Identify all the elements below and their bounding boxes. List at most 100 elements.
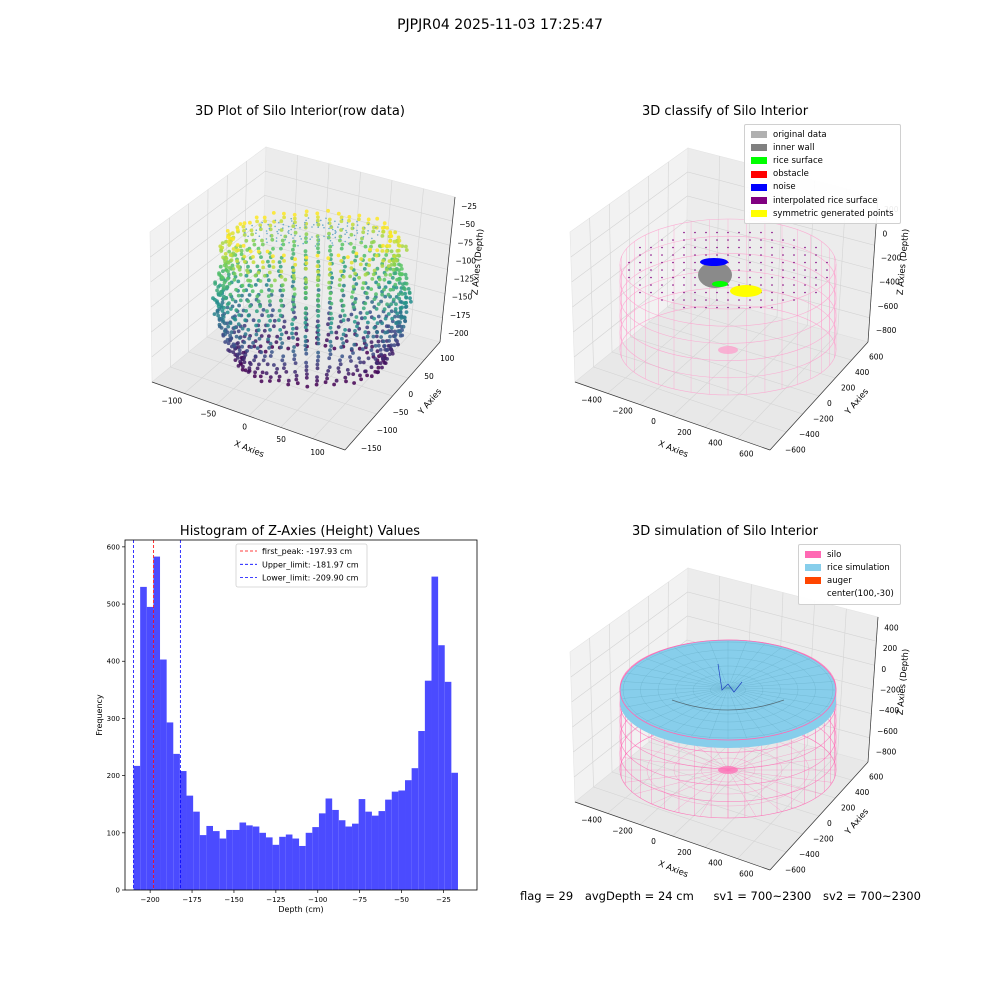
classify-z-tick: −400	[879, 278, 900, 287]
histogram-x-tick: −125	[266, 896, 285, 904]
histogram-bar	[153, 556, 161, 890]
figure-title: PJPJR04 2025-11-03 17:25:47	[397, 17, 603, 33]
histogram-bar	[146, 606, 154, 890]
histogram-y-tick: 600	[107, 543, 120, 551]
histogram-bar	[292, 838, 300, 890]
raw-z-tick: −75	[457, 238, 473, 247]
sim-y-tick: 0	[827, 819, 832, 828]
histogram-x-tick: −100	[308, 896, 327, 904]
histogram-y-tick: 100	[107, 829, 120, 837]
histogram-bar	[345, 826, 353, 890]
sim-auger-trace	[717, 663, 743, 693]
legend-entry: center(100,-30)	[805, 588, 894, 601]
legend-entry: inner wall	[751, 141, 894, 154]
histogram-title: Histogram of Z-Axies (Height) Values	[179, 524, 421, 539]
avg-depth-value: avgDepth = 24 cm	[584, 889, 694, 903]
histogram-bar	[166, 722, 174, 890]
histogram-y-tick: 500	[107, 601, 120, 609]
legend-swatch	[751, 210, 767, 218]
sim-x-tick: −200	[612, 826, 633, 835]
histogram-bar	[206, 825, 213, 890]
sim-y-tick: 200	[841, 804, 856, 813]
raw-y-axis-line	[344, 341, 441, 451]
legend-entry: silo	[805, 548, 894, 561]
histogram-x-tick: −25	[436, 896, 451, 904]
legend-label: rice surface	[773, 155, 823, 166]
legend-swatch	[805, 577, 821, 585]
histogram-bar	[226, 829, 233, 890]
histogram-bar	[232, 829, 240, 890]
raw-z-tick: −50	[459, 220, 475, 229]
classify-y-tick: −600	[785, 445, 806, 454]
sv1-value: sv1 = 700~2300	[713, 889, 812, 903]
sim-z-tick: −400	[879, 706, 900, 715]
histogram-bar	[365, 811, 372, 890]
sim-y-tick: −200	[813, 834, 834, 843]
histogram-bar	[405, 780, 412, 890]
histogram-bar	[385, 799, 392, 890]
legend-entry: auger	[805, 574, 894, 587]
legend-label: rice simulation	[827, 562, 890, 573]
raw-x-tick: 0	[242, 422, 247, 431]
classify-z-tick: 0	[883, 229, 888, 238]
sim-z-tick: 200	[883, 644, 898, 653]
raw-y-tick: 0	[408, 390, 413, 399]
sim-points	[619, 639, 837, 819]
sim-x-axis-line	[574, 801, 771, 871]
legend-swatch	[751, 144, 767, 152]
classify-z-tick: −800	[876, 326, 897, 335]
classify-x-tick: 600	[739, 449, 754, 458]
histogram-legend: first_peak: -197.93 cm Upper_limit: -181.…	[235, 543, 368, 588]
sim-x-tick: 0	[651, 837, 656, 846]
classify-plot-title: 3D classify of Silo Interior	[641, 104, 809, 119]
legend-label: original data	[773, 129, 827, 140]
histogram-bar	[160, 659, 167, 890]
classify-y-tick: 600	[869, 353, 884, 362]
histogram-bar	[431, 576, 439, 890]
histogram-bar	[213, 831, 220, 890]
legend-label: center(100,-30)	[827, 589, 894, 600]
raw-plot-title: 3D Plot of Silo Interior(row data)	[195, 104, 405, 119]
legend-label: symmetric generated points	[773, 208, 894, 219]
histogram-bar	[438, 645, 445, 890]
sim-z-tick: −200	[880, 686, 901, 695]
raw-points	[211, 208, 413, 389]
sim-y-axis-line	[769, 761, 869, 871]
legend-entry: noise	[751, 181, 894, 194]
histogram-bar	[444, 681, 452, 890]
histogram-bar	[265, 837, 273, 890]
raw-x-tick: −100	[162, 397, 183, 406]
raw-y-tick: −150	[361, 444, 382, 453]
classify-y-tick: −400	[799, 430, 820, 439]
classify-symmetric-points	[730, 285, 762, 297]
raw-x-tick: −50	[200, 410, 216, 419]
histogram-bar	[173, 753, 180, 890]
histogram-bar	[338, 820, 346, 890]
sim-y-tick: −400	[799, 850, 820, 859]
histogram-x-tick: −50	[394, 896, 409, 904]
sim-z-tick: −600	[877, 727, 898, 736]
histogram-y-tick: 400	[107, 658, 120, 666]
classify-z-tick: −600	[878, 302, 899, 311]
legend-entry: rice surface	[751, 154, 894, 167]
raw-z-tick: −150	[452, 293, 473, 302]
histogram-bar	[378, 811, 386, 890]
legend-label: obstacle	[773, 169, 809, 180]
raw-y-tick: 50	[424, 372, 434, 381]
legend-swatch	[805, 551, 821, 559]
histogram-bar	[352, 823, 359, 890]
histogram-bar	[299, 845, 306, 890]
histogram-bar	[219, 838, 227, 890]
histogram-bar	[259, 832, 266, 890]
classify-x-axis-line	[574, 381, 771, 451]
status-footer: flag = 29 avgDepth = 24 cm sv1 = 700~230…	[520, 889, 929, 903]
histogram-bar	[332, 809, 339, 890]
legend-swatch	[751, 131, 767, 139]
histogram-bar	[451, 772, 458, 890]
sim-silo-bottom	[718, 766, 738, 774]
legend-label: inner wall	[773, 142, 815, 153]
raw-z-tick: −100	[455, 256, 476, 265]
